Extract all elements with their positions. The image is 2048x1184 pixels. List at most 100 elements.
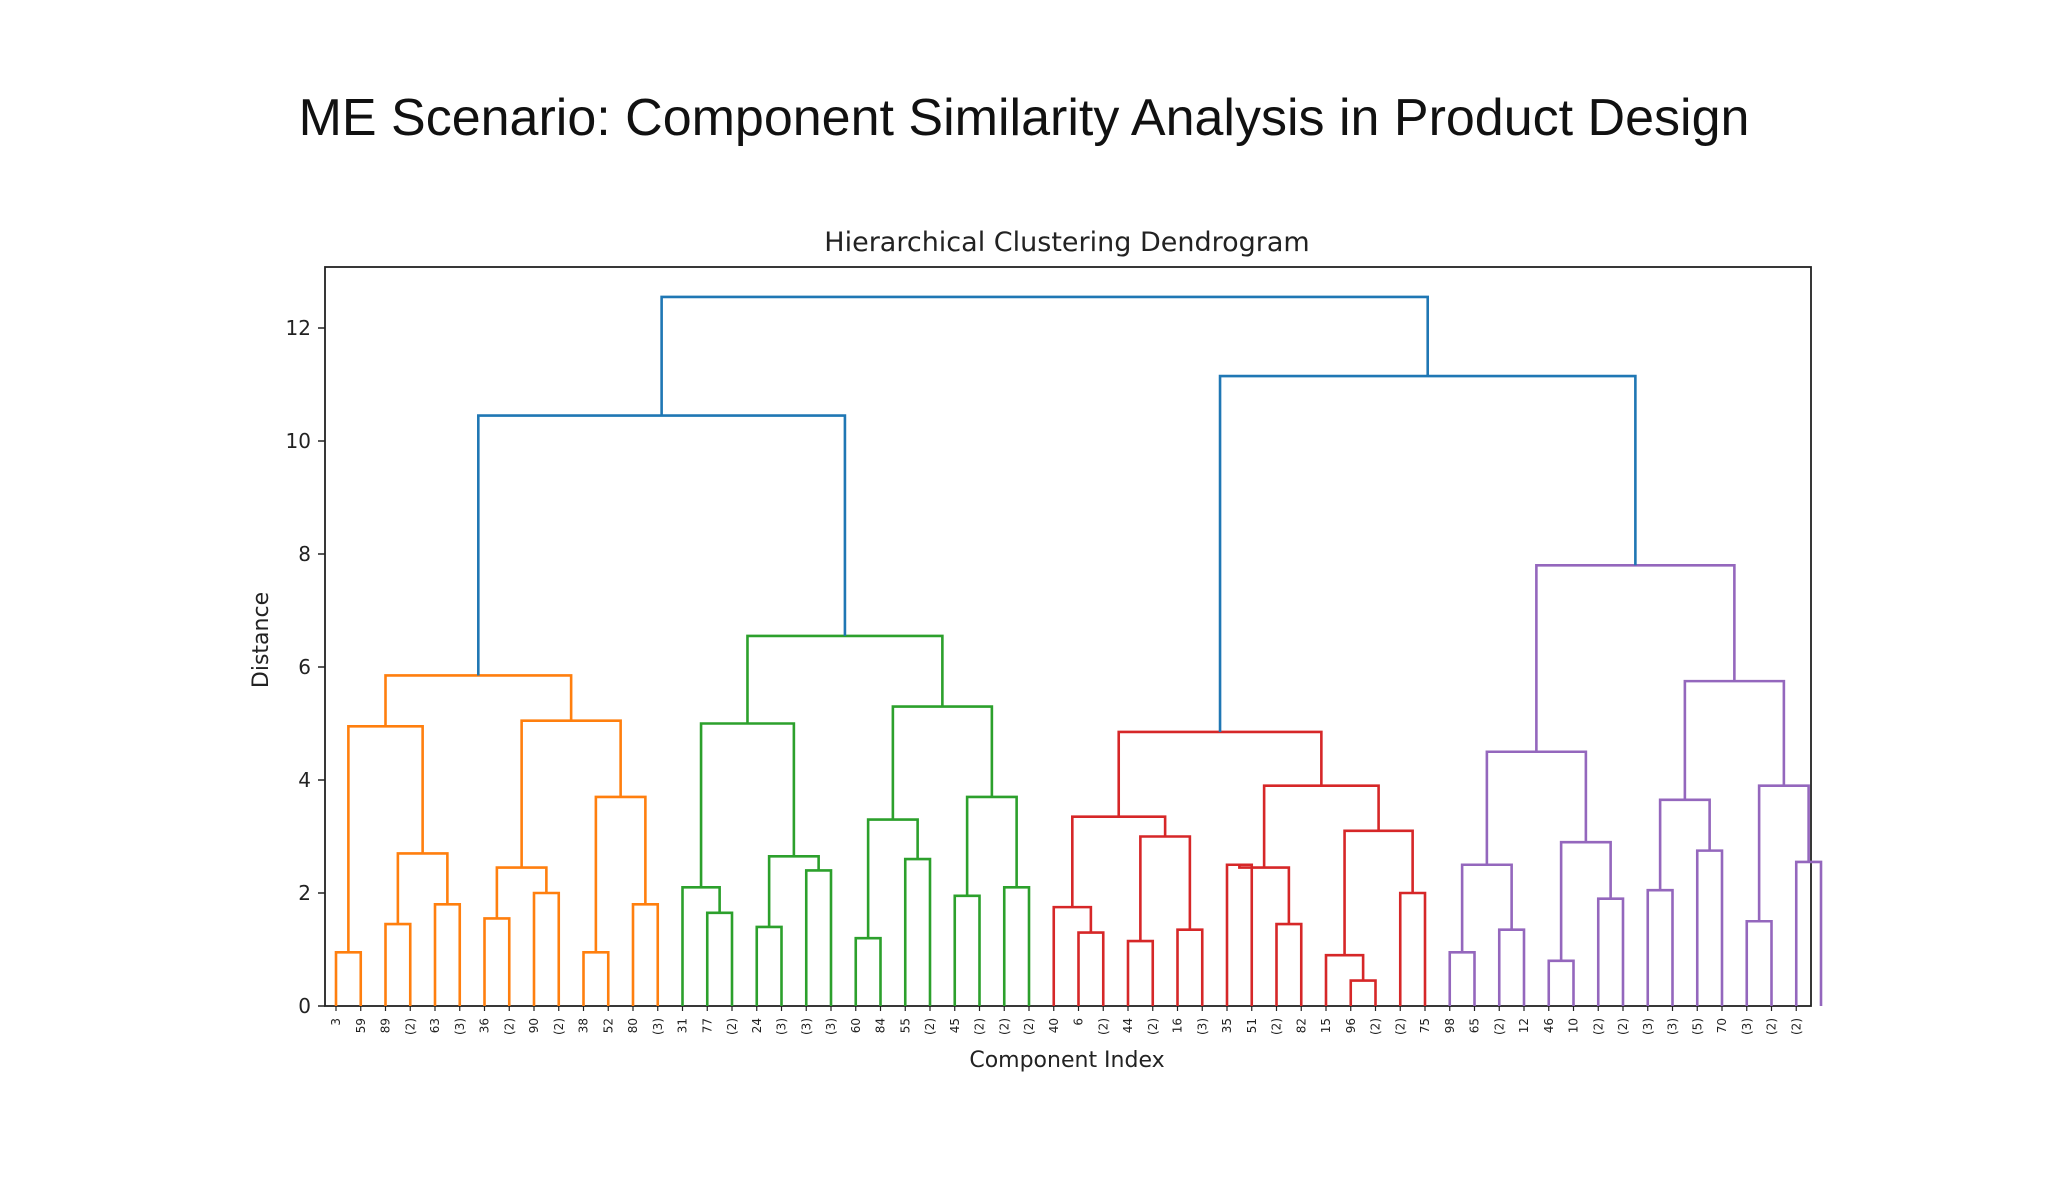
leaf-label: (3) — [799, 1018, 813, 1035]
dendrogram-link — [767, 854, 820, 927]
leaf-label: (2) — [1789, 1018, 1803, 1035]
dendrogram-link — [1225, 863, 1254, 1006]
leaf-label: 82 — [1294, 1018, 1308, 1033]
plot-frame — [324, 266, 1812, 1007]
leaf-label: (2) — [403, 1018, 417, 1035]
dendrogram-link — [1349, 979, 1377, 1006]
y-axis: 0 2 4 6 8 10 12 — [286, 316, 325, 1018]
y-tick-label: 10 — [286, 429, 311, 453]
dendrogram-link — [1757, 784, 1810, 922]
leaf-label: (3) — [775, 1018, 789, 1035]
dendrogram-link — [1071, 815, 1167, 908]
leaf-label: 51 — [1245, 1018, 1259, 1033]
leaf-label: 44 — [1121, 1018, 1135, 1033]
leaf-label: (2) — [1270, 1018, 1284, 1035]
leaf-label: (2) — [1022, 1018, 1036, 1035]
y-axis-label: Distance — [249, 592, 274, 688]
leaf-label: 36 — [478, 1018, 492, 1033]
leaf-label: 80 — [626, 1018, 640, 1033]
leaf-label: (2) — [1146, 1018, 1160, 1035]
dendrogram-link — [532, 891, 561, 1006]
leaf-label: 35 — [1220, 1018, 1234, 1033]
dendrogram-link — [1535, 564, 1736, 752]
leaf-label: 16 — [1171, 1018, 1185, 1033]
dendrogram-link — [520, 719, 622, 868]
leaf-label: 70 — [1715, 1018, 1729, 1033]
leaf-label: 90 — [527, 1018, 541, 1033]
leaf-label: 38 — [577, 1018, 591, 1033]
dendrogram-link — [1547, 959, 1575, 1006]
dendrogram-link — [660, 295, 1430, 416]
dendrogram-link — [1559, 840, 1612, 961]
leaf-label: (2) — [1096, 1018, 1110, 1035]
y-tick-label: 4 — [298, 768, 311, 792]
dendrogram-link — [1126, 939, 1155, 1006]
dendrogram-link — [384, 674, 573, 727]
dendrogram-link — [1448, 951, 1476, 1006]
leaf-label: 31 — [676, 1018, 690, 1033]
leaf-label: 65 — [1468, 1018, 1482, 1033]
dendrogram-link — [384, 922, 412, 1006]
leaf-label: 60 — [849, 1018, 863, 1033]
dendrogram-link — [866, 818, 919, 939]
dendrogram-link — [1262, 784, 1380, 868]
leaf-label: 45 — [948, 1018, 962, 1033]
dendrogram-link — [1176, 928, 1204, 1006]
leaf-label: 89 — [379, 1018, 393, 1033]
dendrogram-link — [705, 911, 734, 1006]
leaf-label: (2) — [1616, 1018, 1630, 1035]
dendrogram-link — [1646, 888, 1674, 1006]
leaf-label: 52 — [601, 1018, 615, 1033]
dendrogram-link — [1695, 849, 1724, 1006]
leaf-label: (2) — [923, 1018, 937, 1035]
leaf-label: 6 — [1072, 1018, 1086, 1026]
leaf-label: 98 — [1443, 1018, 1457, 1033]
dendrogram-link — [903, 857, 932, 1006]
dendrogram-link — [1238, 864, 1291, 925]
dendrogram-link — [1052, 905, 1093, 1006]
leaf-label: 46 — [1542, 1018, 1556, 1033]
leaf-label: 96 — [1344, 1018, 1358, 1033]
dendrogram-link — [854, 936, 882, 1006]
leaf-label: 10 — [1567, 1018, 1581, 1033]
leaf-label: 63 — [428, 1018, 442, 1033]
leaf-label: (2) — [1765, 1018, 1779, 1035]
x-axis-label: Component Index — [969, 1048, 1164, 1073]
dendrogram-link — [1398, 891, 1427, 1006]
dendrogram-link — [1485, 750, 1588, 865]
chart-title: Hierarchical Clustering Dendrogram — [824, 227, 1309, 258]
leaf-label: 15 — [1319, 1018, 1333, 1033]
dendrogram-link — [1497, 928, 1526, 1006]
dendrogram-link — [1002, 886, 1031, 1006]
dendrogram-link — [1596, 897, 1625, 1006]
leaf-label: (2) — [1591, 1018, 1605, 1035]
leaf-label: (3) — [1641, 1018, 1655, 1035]
dendrogram-link — [1077, 931, 1105, 1006]
dendrogram-link — [1794, 860, 1823, 1006]
dendrogram-link — [1460, 863, 1513, 953]
dendrogram-link — [396, 852, 449, 925]
dendrogram-link — [1683, 679, 1786, 800]
leaf-label: 40 — [1047, 1018, 1061, 1033]
dendrogram-link — [1658, 798, 1711, 891]
dendrogram-link — [755, 925, 783, 1006]
x-axis: 3 59 89 (2) 63 (3) 36 (2) 90 (2) 38 52 80 (3) 31 77 (2) 2… — [329, 1006, 1803, 1035]
dendrogram-link — [1275, 922, 1303, 1006]
dendrogram-link — [746, 634, 944, 724]
leaf-label: (2) — [502, 1018, 516, 1035]
slide-title: ME Scenario: Component Similarity Analys… — [298, 89, 1750, 147]
leaf-label: (3) — [1666, 1018, 1680, 1035]
dendrogram-link — [334, 951, 363, 1006]
leaf-label: (3) — [651, 1018, 665, 1035]
leaf-label: (3) — [1740, 1018, 1754, 1035]
links-layer — [334, 295, 1823, 1006]
leaf-label: 12 — [1517, 1018, 1531, 1033]
dendrogram-link — [953, 894, 981, 1006]
y-tick-label: 0 — [298, 994, 311, 1018]
leaf-label: 24 — [750, 1018, 764, 1033]
leaf-label: (5) — [1690, 1018, 1704, 1035]
leaf-label: (2) — [552, 1018, 566, 1035]
leaf-label: (2) — [997, 1018, 1011, 1035]
dendrogram-link — [1745, 919, 1773, 1006]
dendrogram-link — [594, 795, 647, 953]
